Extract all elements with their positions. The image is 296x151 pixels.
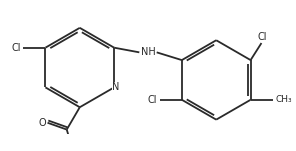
Text: CH₃: CH₃ [276, 95, 292, 104]
Text: N: N [112, 82, 119, 92]
Text: NH: NH [141, 47, 155, 57]
Text: Cl: Cl [148, 95, 157, 105]
Text: Cl: Cl [257, 32, 266, 42]
Text: Cl: Cl [12, 43, 21, 53]
Text: O: O [38, 118, 46, 128]
